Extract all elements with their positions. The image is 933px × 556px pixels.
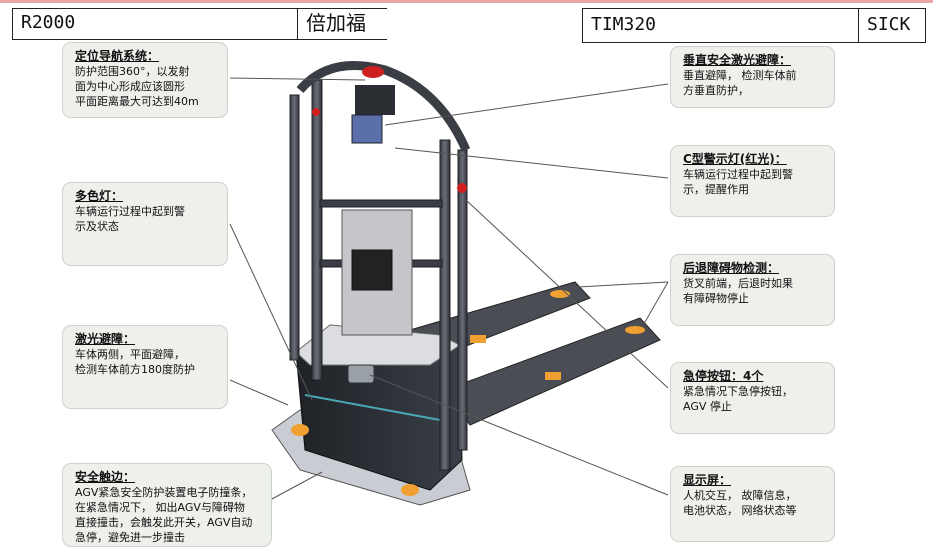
leader-lines [229, 77, 669, 501]
callout-body: 人机交互， 故障信息， 电池状态， 网络状态等 [683, 489, 797, 517]
callout-title: 急停按钮：4个 [683, 369, 764, 383]
callout-body: 垂直避障， 检测车体前 方垂直防护， [683, 69, 797, 97]
callout-title: C型警示灯(红光)： [683, 152, 787, 166]
fork-pad [545, 372, 561, 380]
mast-post-left-front [311, 79, 323, 381]
callout-title: 显示屏： [683, 473, 732, 487]
callout-title: 垂直安全激光避障： [683, 53, 792, 67]
callout-emergency-stop: 急停按钮：4个 紧急情况下急停按钮， AGV 停止 [670, 362, 835, 434]
leader-rear-a [577, 281, 669, 288]
leader-multicolor [229, 223, 313, 401]
cabinet-window [351, 249, 393, 291]
caster-wheel [401, 484, 419, 496]
callout-safety-edge: 安全触边： AGV紧急安全防护装置电子防撞条， 在紧急情况下， 如出AGV与障碍… [62, 463, 272, 547]
callout-body: 车辆运行过程中起到警 示，提醒作用 [683, 168, 793, 196]
callout-multicolor-light: 多色灯： 车辆运行过程中起到警 示及状态 [62, 182, 228, 266]
callout-title: 多色灯： [75, 189, 124, 203]
callout-title: 安全触边： [75, 470, 136, 484]
header-right-model: TIM320 [582, 8, 859, 43]
header-right-brand: SICK [858, 8, 926, 43]
fork-tines [409, 281, 661, 426]
leader-display [369, 374, 669, 496]
callout-c-warning-light: C型警示灯(红光)： 车辆运行过程中起到警 示，提醒作用 [670, 145, 835, 217]
callout-body: 车体两侧，平面避障， 检测车体前方180度防护 [75, 348, 195, 376]
leader-laser-avoid [229, 379, 289, 406]
navigation-scanner [362, 66, 384, 78]
callout-body: AGV紧急安全防护装置电子防撞条， 在紧急情况下， 如出AGV与障碍物 直接撞击… [75, 486, 253, 544]
top-accent-line [0, 0, 933, 3]
callout-navigation: 定位导航系统： 防护范围360°，以发射 面为中心形成应该圆形 平面距离最大可达… [62, 42, 228, 118]
leader-c-light [394, 147, 669, 179]
leader-safety-edge [269, 471, 323, 501]
callout-laser-avoidance: 激光避障： 车体两侧，平面避障， 检测车体前方180度防护 [62, 325, 228, 409]
leader-nav [229, 77, 366, 81]
caster-wheel [291, 424, 309, 436]
mast-arch [296, 61, 471, 152]
callout-title: 激光避障： [75, 332, 136, 346]
body-stripe [304, 394, 441, 421]
leader-rear-b [644, 281, 669, 323]
callout-vertical-laser: 垂直安全激光避障： 垂直避障， 检测车体前 方垂直防护， [670, 46, 835, 108]
mast-crossbar [319, 199, 443, 208]
c-warning-light [457, 183, 467, 193]
callout-title: 后退障碍物检测： [683, 261, 780, 275]
navigation-scanner-mount [355, 85, 395, 115]
mast-post-right-rear [457, 149, 468, 451]
vertical-laser-sensor [351, 114, 383, 144]
mast-post-left-rear [289, 94, 300, 361]
display-screen [347, 364, 375, 384]
callout-body: 货叉前端，后退时如果 有障碍物停止 [683, 277, 793, 305]
callout-display-screen: 显示屏： 人机交互， 故障信息， 电池状态， 网络状态等 [670, 466, 835, 542]
header-left-brand: 倍加福 [297, 8, 387, 40]
callout-title: 定位导航系统： [75, 49, 160, 63]
callout-body: 车辆运行过程中起到警 示及状态 [75, 205, 185, 233]
multicolor-light [312, 108, 320, 116]
callout-rear-obstacle-detection: 后退障碍物检测： 货叉前端，后退时如果 有障碍物停止 [670, 254, 835, 326]
leader-estop [465, 199, 669, 389]
fork-right-tip-sensor [625, 326, 645, 334]
header-left-model: R2000 [12, 8, 298, 40]
leader-vertical-laser [384, 83, 669, 126]
mast-post-right-front [439, 139, 451, 471]
callout-body: 紧急情况下急停按钮， AGV 停止 [683, 385, 793, 413]
callout-body: 防护范围360°，以发射 面为中心形成应该圆形 平面距离最大可达到40m [75, 65, 199, 108]
fork-pad [470, 335, 486, 343]
